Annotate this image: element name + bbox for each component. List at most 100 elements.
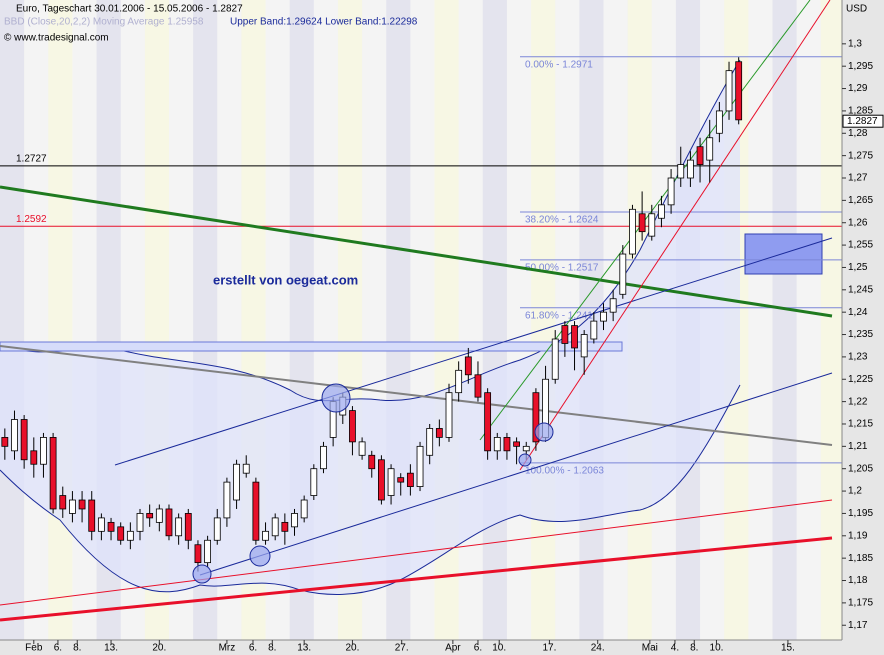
candle-body [368,454,376,470]
candle-body [522,445,530,452]
x-tick-label: 8. [268,643,276,654]
markers [192,383,554,584]
candle-body [184,513,192,541]
x-tick-label: 6. [54,643,62,654]
candle-body [281,521,289,532]
x-tick-label: 20. [345,643,359,654]
zone [0,341,623,352]
candle-body [696,146,704,165]
marker-circle [534,422,554,442]
x-tick-label: 24. [591,643,605,654]
candle-body [320,445,327,470]
y-tick-label: 1,3 [848,38,862,49]
candle-body [687,159,694,179]
candle-body [20,419,28,461]
band-info: Upper Band:1.29624 Lower Band:1.22298 [230,17,418,28]
candle-body [561,325,569,344]
target-box [744,233,823,275]
candle-body [551,338,559,380]
y-tick-label: 1,185 [848,553,873,564]
candle-body [484,392,492,452]
x-tick-label: 8. [690,643,698,654]
candle-body [117,526,125,541]
y-tick-label: 1,27 [848,173,868,184]
y-tick-label: 1,275 [848,150,873,161]
candle-body [706,137,714,161]
candle-body [435,428,443,438]
y-tick-label: 1,245 [848,284,873,295]
x-tick-label: 4. [671,643,679,654]
axes: 1,31,2951,291,2851,281,2751,271,2651,261… [25,38,884,654]
candle-body [78,499,86,510]
candle-body [455,369,463,394]
y-tick-label: 1,26 [848,217,868,228]
trendline [0,499,833,606]
candle-body [532,392,540,443]
candle-body [503,437,511,452]
candle-body [242,463,250,474]
level-label: 1.2727 [16,154,47,165]
candle-body [310,468,318,496]
y-tick-label: 1,2 [848,486,862,497]
week-stripe [48,0,73,640]
x-tick-label: 6. [249,643,257,654]
candle-body [165,508,173,537]
y-tick-label: 1,18 [848,575,868,586]
candle-body [609,298,617,313]
last-price-box [842,114,884,128]
fib-label: 100.00% - 1.2063 [525,466,604,477]
y-tick-label: 1,205 [848,463,873,474]
candle-body [735,61,743,121]
candle-body [204,539,212,564]
candle-body [387,468,395,496]
x-tick-label: 13. [104,643,118,654]
y-axis-label: USD [846,4,867,15]
candle-body [406,472,414,487]
candle-body [88,499,96,532]
candle-body [136,513,144,532]
candle-body [97,517,105,532]
candle-body [397,477,405,483]
candle-body [223,481,231,519]
x-tick-label: Apr [445,643,461,654]
candle-body [629,208,636,255]
candle-body [677,164,685,179]
fib-label: 38.20% - 1.2624 [525,215,599,226]
marker-circle [192,564,212,584]
trendline [0,345,833,446]
y-tick-label: 1,285 [848,106,873,117]
y-tick-label: 1,17 [848,620,868,631]
x-tick-label: 6. [474,643,482,654]
y-tick-label: 1,295 [848,61,873,72]
lower-band [0,384,741,595]
y-tick-label: 1,21 [848,441,868,452]
y-axis-panel [842,0,884,640]
week-stripe [820,0,845,640]
y-tick-label: 1,25 [848,262,868,273]
x-tick-label: 10. [492,643,506,654]
x-tick-label: Mrz [219,643,236,654]
y-tick-label: 1,29 [848,83,868,94]
y-tick-label: 1,22 [848,396,868,407]
x-tick-label: 20. [152,643,166,654]
x-tick-label: 13. [297,643,311,654]
annotation: erstellt von oegeat.com [213,272,358,287]
candle-body [291,513,298,528]
x-tick-label: 10. [710,643,724,654]
subtitle: BBD (Close,20,2,2) Moving Average 1.2595… [4,17,204,28]
x-tick-label: 17. [542,643,556,654]
last-price-label: 1.2827 [847,116,878,127]
x-tick-label: 8. [73,643,81,654]
x-tick-label: 15. [781,643,795,654]
candle-body [262,530,269,541]
marker-circle [321,383,351,413]
y-tick-label: 1,215 [848,419,873,430]
bollinger-area [0,60,740,595]
candle-body [667,177,675,206]
y-tick-label: 1,235 [848,329,873,340]
candle-body [300,499,308,519]
candle-body [155,508,163,523]
trendline [0,536,833,622]
candle-body [146,513,154,519]
